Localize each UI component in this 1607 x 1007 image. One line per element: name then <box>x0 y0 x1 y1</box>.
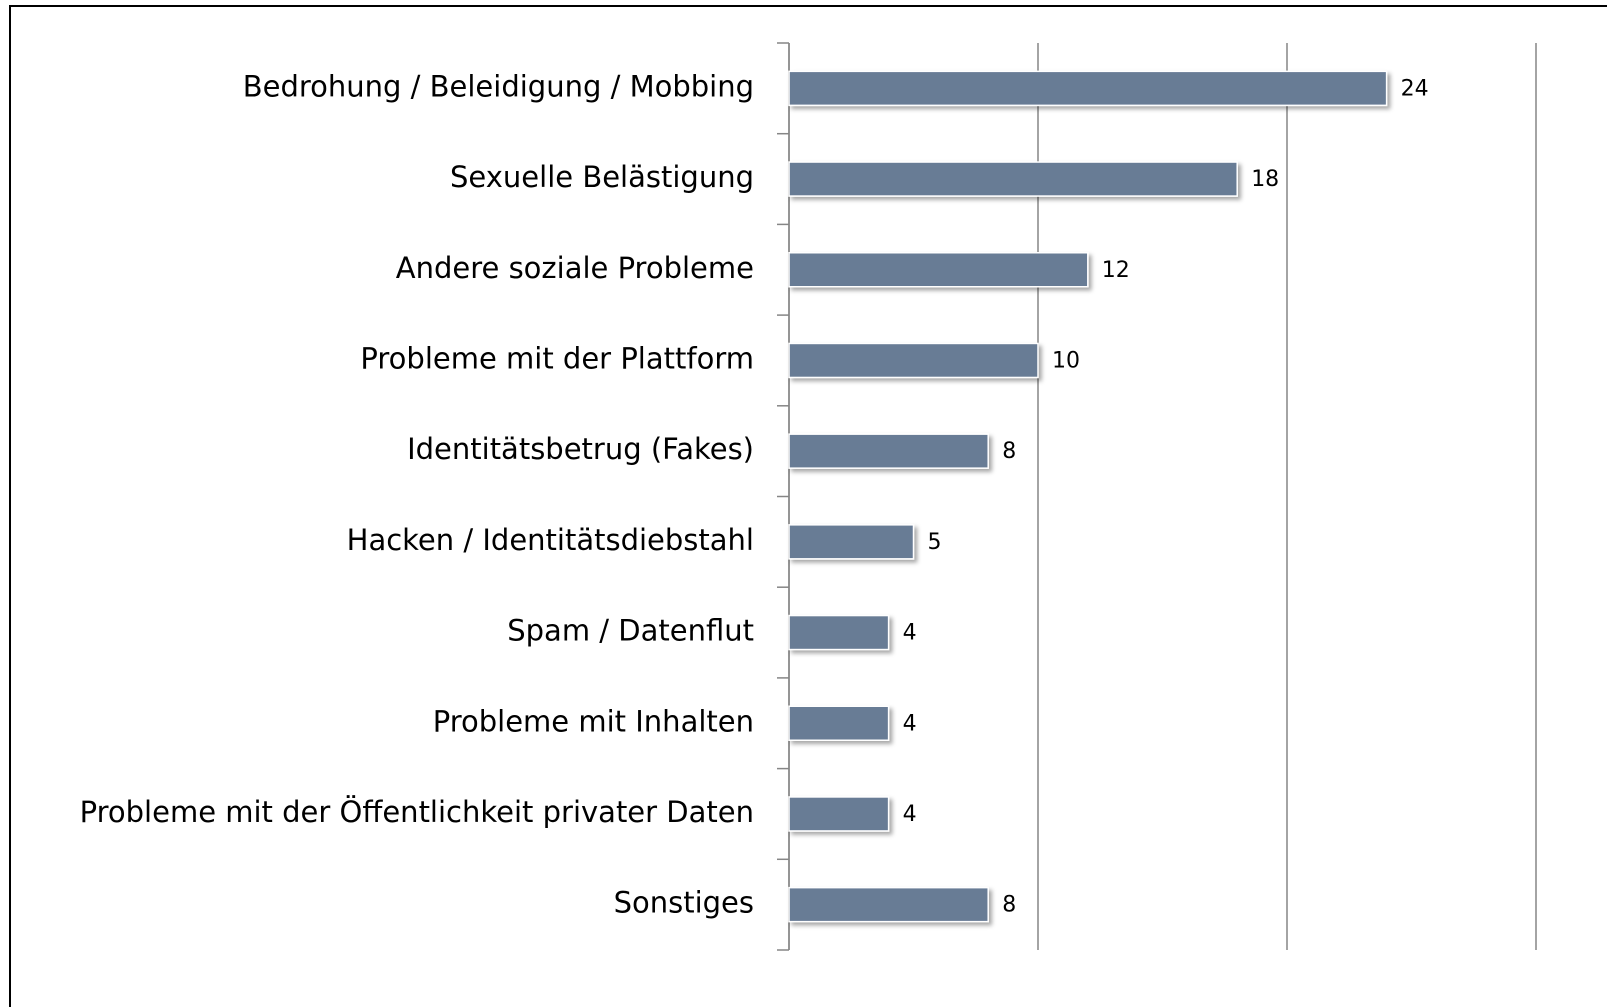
y-tick-label: Hacken / Identitätsdiebstahl <box>347 523 754 557</box>
data-label: 18 <box>1251 167 1279 192</box>
data-label: 4 <box>903 802 917 827</box>
bar <box>788 705 890 741</box>
data-label: 8 <box>1002 893 1016 918</box>
y-tick-label: Andere soziale Probleme <box>396 251 754 285</box>
data-label: 5 <box>928 530 942 555</box>
data-label: 12 <box>1102 258 1130 283</box>
y-tick-label: Bedrohung / Beleidigung / Mobbing <box>243 69 754 103</box>
data-label: 10 <box>1052 348 1080 373</box>
data-label: 8 <box>1002 439 1016 464</box>
y-tick-label: Identitätsbetrug (Fakes) <box>407 432 754 466</box>
bar <box>788 433 989 469</box>
bar <box>788 342 1039 379</box>
bar <box>788 796 890 832</box>
data-label: 4 <box>903 711 917 736</box>
bar <box>788 886 989 923</box>
bar <box>788 524 915 560</box>
y-tick-label: Probleme mit Inhalten <box>433 704 754 738</box>
y-tick-label: Probleme mit der Plattform <box>360 341 754 375</box>
y-tick-label: Probleme mit der Öffentlichkeit privater… <box>80 795 754 829</box>
bar <box>788 252 1089 288</box>
y-tick-label: Sonstiges <box>614 886 754 920</box>
chart-frame <box>9 5 1607 1007</box>
bar <box>788 70 1388 107</box>
data-label: 4 <box>903 621 917 646</box>
y-tick-label: Spam / Datenflut <box>507 614 754 648</box>
data-label: 24 <box>1401 76 1429 101</box>
y-tick-label: Sexuelle Belästigung <box>450 160 754 194</box>
bar <box>788 614 890 651</box>
bar <box>788 161 1238 197</box>
